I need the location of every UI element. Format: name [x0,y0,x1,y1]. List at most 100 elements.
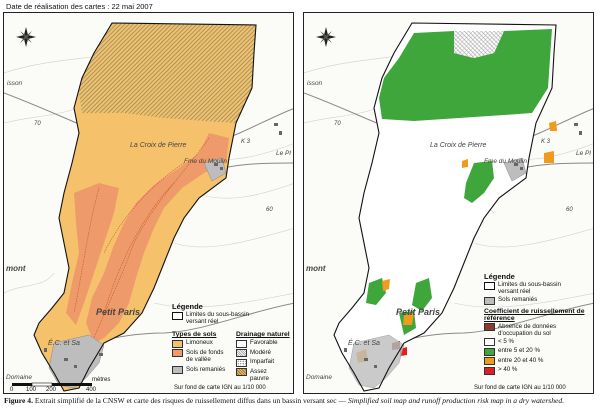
legend-reworked-label: Sols remaniés [186,365,226,373]
legend-5-20-label: entre 5 et 20 % [498,347,540,354]
runoff-zone-20-40-4 [544,151,554,163]
soil-types-title: Types de sols [172,331,217,338]
legend-boundary-label: Limites du sous-bassin versant réel [186,311,249,325]
runoff-zone-5-20-lower-1 [366,278,386,305]
gt40-swatch [484,366,495,375]
valley-soils-zone [86,133,229,343]
legend-valley-label: Sols de fonds de vallée [186,348,224,363]
label-fme-du-moulin: Fme du Moulin [184,158,227,165]
scale-tick-400: 400 [86,387,97,393]
lt5-swatch [484,338,495,346]
caption-english: Simplified soil map and runoff productio… [347,396,565,405]
watershed-boundary-right [333,22,557,392]
label-domaine-right: Domaine [306,374,332,381]
valley-swatch [172,349,183,357]
moderate-swatch [236,349,247,357]
runoff-map-panel: La Croix de Pierre Fme du Moulin Petit P… [303,12,594,394]
legend-boundary: Limites du sous-bassin versant réel [172,311,292,325]
drainage-legend: Drainage naturel Favorable Modéré Imparf… [236,331,293,382]
runoff-hatched-zone [454,31,504,58]
label-mont: mont [6,264,26,273]
label-contour-60-right: 60 [566,207,573,213]
label-isson: isson [7,80,23,87]
buildings-right [344,123,582,368]
caption-label: Figure 4. [4,396,33,405]
scale-tick-100: 100 [26,387,37,393]
legend-title: Légende [172,302,203,311]
runoff-zone-20-40-5 [462,159,468,168]
label-fme-du-moulin-right: Fme du Moulin [484,158,527,165]
runoff-map: La Croix de Pierre Fme du Moulin Petit P… [304,22,593,392]
label-contour-70: 70 [34,121,41,127]
source-note-right: Sur fond de carte IGN au 1/10 000 [474,385,566,391]
label-le-pl: Le Pl [276,150,291,157]
runoff-zone-5-20-upper [379,29,552,121]
5-20-swatch [484,347,495,356]
no-data-swatch [484,323,495,331]
scale-unit: mètres [92,377,111,383]
label-contour-60: 60 [266,207,273,213]
soil-map: La Croix de Pierre Fme du Moulin Petit P… [4,22,293,392]
runoff-legend: Légende Limites du sous-bassin versant r… [484,273,592,375]
legend-favorable-label: Favorable [250,339,278,346]
legend-loam-label: Limoneux [186,339,213,346]
reworked-soils-zone-right [348,334,405,389]
reworked-soils-farm [203,157,227,182]
reworked-swatch [172,366,183,374]
runoff-zone-20-40-1 [382,279,390,291]
caption-french: Extrait simplifié de la CNSW et carte de… [34,396,347,405]
label-domaine: Domaine [6,374,32,381]
label-contour-70-right: 70 [334,121,341,127]
scale-tick-0: 0 [10,387,14,393]
boundary-swatch [172,311,183,320]
legend-boundary-label-right: Limites du sous-bassin versant réel [498,281,561,295]
scale-tick-200: 200 [46,387,57,393]
legend-imperfect-label: Imparfait [250,358,275,365]
legend-moderate-label: Modéré [250,348,271,356]
valley-soils-zone-west [66,183,119,325]
runoff-zone-5-20-lower-2 [412,278,432,311]
20-40-swatch [484,357,495,365]
loam-swatch [172,339,183,348]
label-petit-paris-right: Petit Paris [396,307,440,317]
soil-map-panel: La Croix de Pierre Fme du Moulin Petit P… [3,12,294,394]
legend-gt40-label: > 40 % [498,366,518,373]
label-isson-right: isson [307,80,323,87]
boundary-swatch-right [484,281,495,290]
watershed-boundary [33,22,257,392]
legend-title-right: Légende [484,272,515,281]
label-la-croix-de-pierre: La Croix de Pierre [130,142,187,149]
north-arrow-icon [16,27,36,47]
label-petit-paris: Petit Paris [96,307,140,317]
soil-legend: Légende Limites du sous-bassin versant r… [172,303,292,325]
north-arrow-icon-right [316,27,336,47]
runoff-zone-20-40-6 [549,121,557,131]
poor-swatch [236,368,247,376]
label-la-croix-de-pierre-right: La Croix de Pierre [430,142,487,149]
reworked-soils-farm-right [503,157,527,182]
buildings [44,123,282,368]
coef-title: Coefficient de ruissellement de référenc… [484,307,585,322]
soil-types-legend: Types de sols Limoneux Sols de fonds de … [172,331,234,374]
legend-20-40-label: entre 20 et 40 % [498,356,544,364]
drainage-title: Drainage naturel [236,331,290,338]
label-ec-et-sa-right: É.C. et Sa [348,338,380,347]
figure-caption: Figure 4. Extrait simplifié de la CNSW e… [4,396,596,405]
runoff-zone-20-40-2 [403,313,414,325]
label-mont-right: mont [306,264,326,273]
legend-lt5-label: < 5 % [498,337,514,345]
reworked-soils-zone [48,334,105,389]
poor-drainage-zone [79,23,256,123]
label-k3-right: K 3 [541,139,551,145]
legend-poor-label: Assez pauvre [250,367,269,382]
label-k3: K 3 [241,139,251,145]
label-le-pl-right: Le Pl [576,150,591,157]
date-label: Date de réalisation des cartes : 22 mai … [6,2,153,11]
imperfect-swatch [236,358,247,367]
legend-no-data-label: Absence de données d'occupation du sol [498,322,557,337]
runoff-zone-5-20-middle [464,161,494,203]
label-ec-et-sa: É.C. et Sa [48,338,80,347]
scale-bar [12,382,92,387]
source-note-left: Sur fond de carte IGN au 1/10 000 [174,385,266,391]
drainage-lines [73,137,210,339]
